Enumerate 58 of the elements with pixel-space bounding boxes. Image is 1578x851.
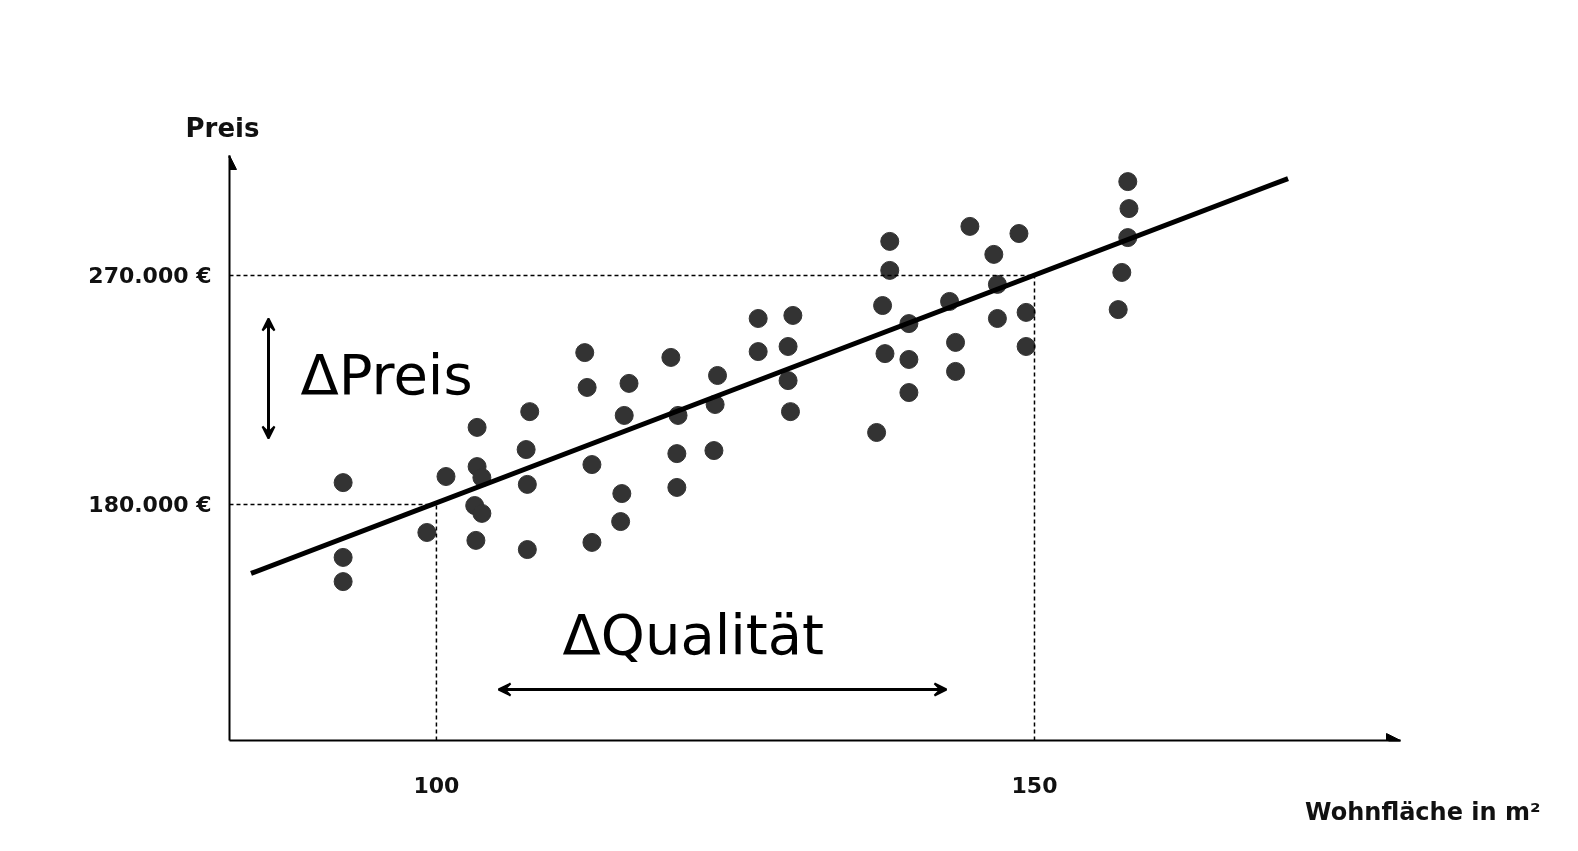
- point: [899, 383, 919, 403]
- point: [987, 309, 1007, 328]
- y-tick-label: 270.000 €: [88, 263, 212, 288]
- point: [778, 371, 798, 391]
- point: [873, 296, 893, 315]
- annotation: ΔPreis: [300, 341, 473, 407]
- point: [436, 467, 456, 486]
- x-axis-title: Wohnfläche in m²: [1305, 797, 1541, 826]
- point: [708, 366, 728, 385]
- point: [780, 402, 800, 422]
- point: [582, 532, 602, 552]
- point: [466, 530, 486, 550]
- point: [875, 344, 895, 364]
- point: [467, 417, 487, 437]
- point: [520, 402, 540, 422]
- y-axis-title: Preis: [185, 113, 260, 143]
- point: [867, 423, 887, 442]
- point: [577, 377, 597, 397]
- point: [667, 477, 687, 497]
- point: [1016, 302, 1036, 322]
- point: [1119, 199, 1139, 219]
- point: [517, 540, 537, 560]
- point: [517, 474, 537, 494]
- point: [516, 440, 536, 460]
- point: [960, 216, 980, 236]
- point: [946, 361, 966, 381]
- point: [417, 523, 437, 542]
- point: [619, 373, 639, 393]
- point: [1118, 172, 1138, 192]
- point: [880, 231, 900, 251]
- point: [1112, 262, 1132, 282]
- point: [611, 512, 631, 532]
- x-tick-label: 100: [413, 772, 460, 798]
- point: [899, 349, 919, 369]
- point: [1108, 300, 1128, 320]
- y-tick-label: 180.000 €: [88, 492, 212, 517]
- point: [778, 337, 798, 356]
- point: [946, 332, 966, 352]
- point: [614, 405, 634, 425]
- point: [333, 547, 353, 567]
- point: [667, 444, 687, 464]
- point: [783, 305, 803, 325]
- x-tick-label: 150: [1011, 772, 1058, 798]
- point: [748, 342, 768, 362]
- point: [661, 347, 681, 367]
- point: [612, 484, 632, 504]
- annotation: ΔQualität: [562, 601, 825, 667]
- point: [880, 260, 900, 280]
- point: [704, 441, 724, 461]
- point: [984, 244, 1004, 264]
- point: [748, 309, 768, 328]
- point: [472, 503, 492, 523]
- point: [333, 473, 353, 493]
- point: [1009, 224, 1029, 243]
- point: [1016, 337, 1036, 356]
- point: [575, 343, 595, 363]
- point: [582, 455, 602, 475]
- point: [333, 572, 353, 592]
